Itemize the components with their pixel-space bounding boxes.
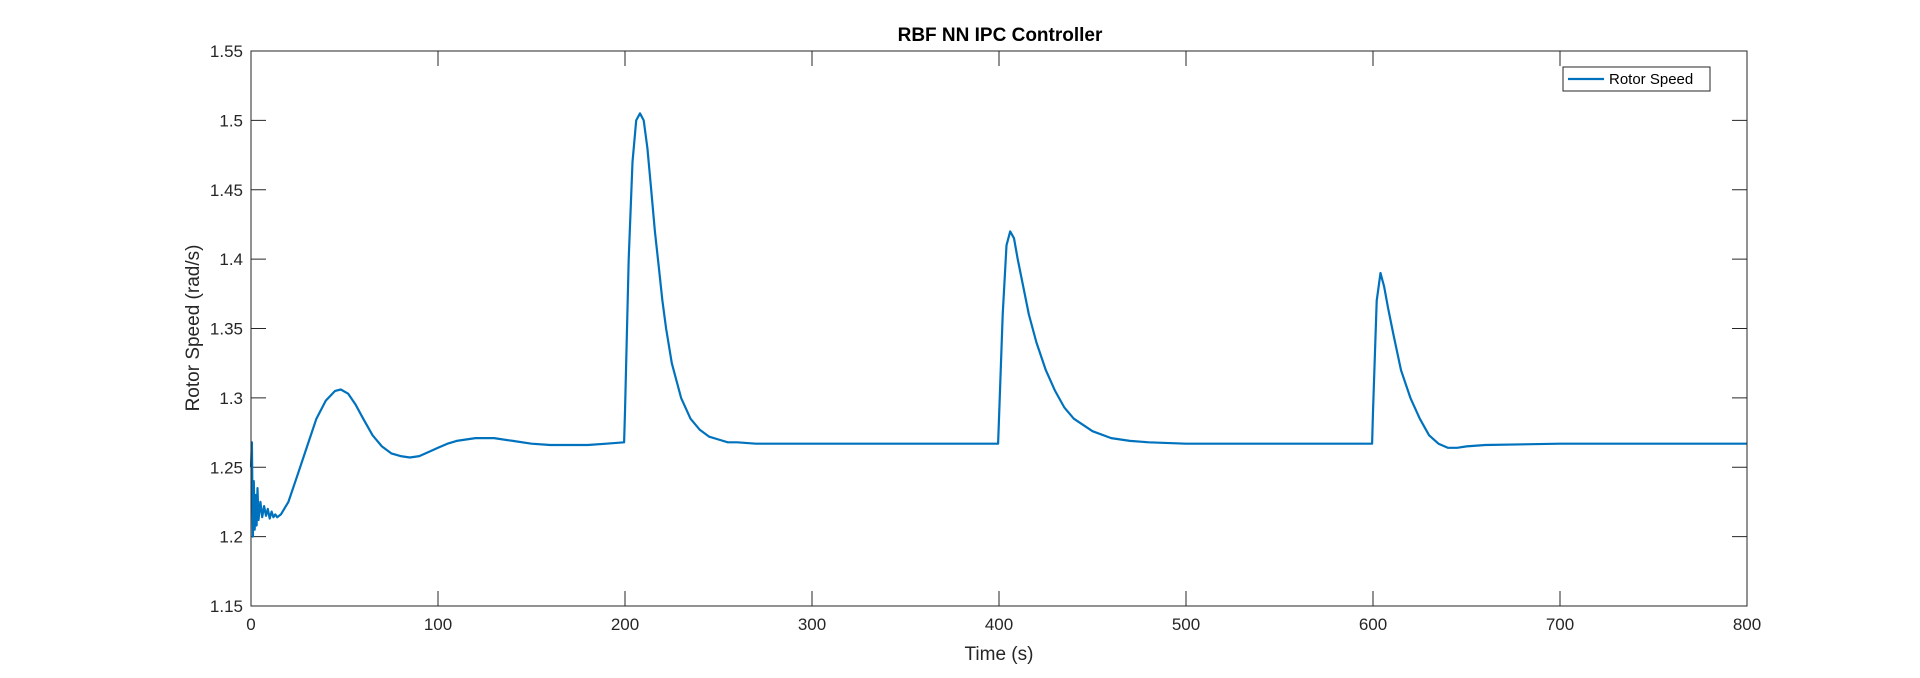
x-tick-label: 800 <box>1733 615 1761 634</box>
y-tick-label: 1.3 <box>219 389 243 408</box>
y-tick-label: 1.2 <box>219 528 243 547</box>
y-axis-label: Rotor Speed (rad/s) <box>183 245 204 412</box>
x-tick-label: 100 <box>424 615 452 634</box>
x-tick-label: 300 <box>798 615 826 634</box>
y-axis: 1.15 1.2 1.25 1.3 1.35 1.4 1.45 1.5 1.55 <box>210 42 1747 616</box>
x-tick-label: 200 <box>611 615 639 634</box>
y-tick-label: 1.5 <box>219 111 243 130</box>
y-tick-label: 1.4 <box>219 250 243 269</box>
y-tick-label: 1.45 <box>210 181 243 200</box>
chart-title: RBF NN IPC Controller <box>898 25 1103 46</box>
x-axis: 0 100 200 300 400 500 600 700 800 <box>246 51 1761 634</box>
series-line-rotor-speed <box>249 112 1747 538</box>
x-tick-label: 700 <box>1546 615 1574 634</box>
x-tick-label: 600 <box>1359 615 1387 634</box>
plot-frame <box>250 50 1748 607</box>
y-tick-label: 1.15 <box>210 597 243 616</box>
y-tick-label: 1.35 <box>210 320 243 339</box>
x-tick-label: 400 <box>985 615 1013 634</box>
legend: Rotor Speed <box>1562 66 1711 92</box>
y-tick-label: 1.55 <box>210 42 243 61</box>
y-tick-label: 1.25 <box>210 458 243 477</box>
x-tick-label: 500 <box>1172 615 1200 634</box>
plot-area <box>251 51 1747 606</box>
x-tick-label: 0 <box>246 615 255 634</box>
legend-label-rotor-speed: Rotor Speed <box>1609 71 1693 88</box>
legend-box <box>1562 66 1711 92</box>
x-axis-label: Time (s) <box>965 644 1034 665</box>
